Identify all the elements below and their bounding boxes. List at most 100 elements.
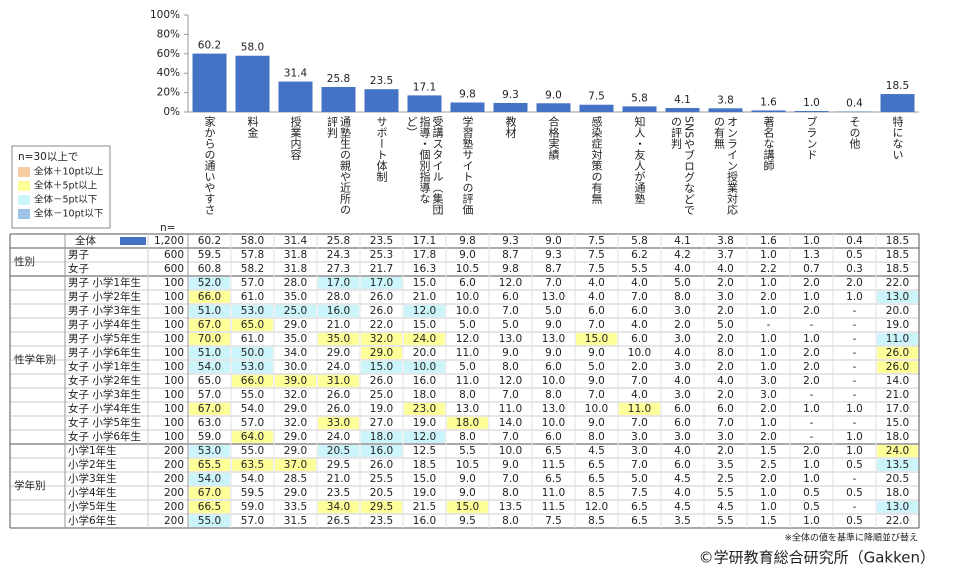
cell: 29.0 (284, 431, 307, 443)
cell: 9.0 (588, 347, 605, 359)
cell: 3.0 (717, 291, 734, 303)
cell: 30.0 (284, 361, 307, 373)
value-label: 1.6 (760, 96, 777, 108)
cell-highlight (232, 375, 273, 387)
value-label: 25.8 (327, 73, 350, 85)
value-label: 0.4 (846, 98, 863, 110)
cell: 12.0 (585, 501, 608, 513)
cell: 5.0 (631, 473, 648, 485)
cell: 6.5 (588, 459, 605, 471)
cell: 11.5 (542, 501, 565, 513)
cell: 4.0 (674, 263, 691, 275)
cell-highlight (232, 347, 273, 359)
cell: 10.0 (456, 305, 479, 317)
cell: 2.0 (803, 347, 820, 359)
cell: 10.0 (542, 417, 565, 429)
bar (536, 103, 571, 112)
cell-highlight (576, 333, 617, 345)
category-label: その他 (848, 116, 861, 149)
cell: 1.6 (760, 235, 777, 247)
cell: 13.0 (886, 291, 909, 303)
cell: 2.0 (760, 431, 777, 443)
row-n: 100 (164, 333, 184, 345)
cell: 1.0 (760, 347, 777, 359)
cell: 63.0 (198, 417, 221, 429)
category-label: 特にない (891, 116, 904, 160)
cell: 4.0 (674, 445, 691, 457)
cell: 9.0 (588, 417, 605, 429)
cell: 7.5 (588, 249, 605, 261)
row-label: 男子 小学4年生 (68, 318, 141, 331)
cell: - (853, 389, 857, 401)
cell: 8.0 (502, 361, 519, 373)
cell: - (853, 375, 857, 387)
value-label: 17.1 (413, 81, 436, 93)
cell-highlight (189, 459, 230, 471)
cell: 67.0 (198, 319, 221, 331)
cell-highlight (877, 291, 918, 303)
cell: 0.3 (846, 263, 863, 275)
cell: 24.0 (327, 431, 350, 443)
cell: 15.0 (370, 361, 393, 373)
row-n: 1,200 (154, 235, 184, 247)
cell: 2.0 (717, 445, 734, 457)
bar (321, 86, 356, 112)
cell: 63.5 (241, 459, 264, 471)
cell: 35.0 (284, 333, 307, 345)
cell: 10.0 (456, 291, 479, 303)
cell: 4.1 (674, 235, 691, 247)
cell: - (853, 501, 857, 513)
cell: 9.3 (502, 235, 519, 247)
cell: 17.8 (413, 249, 436, 261)
cell: 16.0 (370, 445, 393, 457)
cell: 11.0 (456, 375, 479, 387)
cell-highlight (361, 361, 402, 373)
category-label: 料金 (246, 116, 259, 138)
cell: 28.5 (284, 473, 307, 485)
cell: 31.8 (284, 263, 307, 275)
cell: 23.5 (370, 235, 393, 247)
y-tick-label: 40% (157, 67, 180, 79)
cell: - (810, 389, 814, 401)
cell: 21.0 (886, 389, 909, 401)
cell: 60.2 (198, 235, 221, 247)
cell: 1.0 (803, 291, 820, 303)
bar (665, 108, 700, 112)
cell: 51.0 (198, 347, 221, 359)
cell: 6.5 (631, 515, 648, 527)
y-tick-label: 60% (157, 48, 180, 60)
legend-title: n=30以上で (18, 151, 78, 163)
cell: 19.0 (886, 319, 909, 331)
cell: 54.0 (241, 473, 264, 485)
cell: 20.5 (370, 487, 393, 499)
cell: 5.5 (717, 515, 734, 527)
cell: 7.0 (545, 277, 562, 289)
cell: - (853, 305, 857, 317)
row-label: 女子 (68, 262, 89, 275)
cell: 32.0 (370, 333, 393, 345)
category-label: 授業内容 (289, 116, 302, 160)
cell-highlight (275, 375, 316, 387)
value-label: 7.5 (588, 91, 605, 103)
cell: 27.3 (327, 263, 350, 275)
category-label: ブランド (805, 116, 818, 160)
row-label: 小学1年生 (68, 444, 117, 457)
category-label: 学習塾サイトの評価 (461, 116, 474, 215)
cell: 6.0 (459, 277, 476, 289)
row-n: 200 (164, 515, 184, 527)
cell: 3.8 (717, 235, 734, 247)
cell: 13.0 (886, 501, 909, 513)
cell-highlight (232, 305, 273, 317)
cell: 29.0 (284, 403, 307, 415)
cell: 54.0 (198, 473, 221, 485)
row-n: 100 (164, 347, 184, 359)
cell: 1.0 (846, 403, 863, 415)
cell: 23.0 (413, 403, 436, 415)
cell: 18.5 (886, 235, 909, 247)
cell: 2.0 (760, 291, 777, 303)
row-label: 男子 小学2年生 (68, 290, 141, 303)
cell: 1.0 (846, 291, 863, 303)
category-label: 著名な講師 (762, 116, 775, 171)
legend-label: 全体－5pt以下 (34, 194, 97, 206)
legend-swatch (18, 195, 30, 205)
